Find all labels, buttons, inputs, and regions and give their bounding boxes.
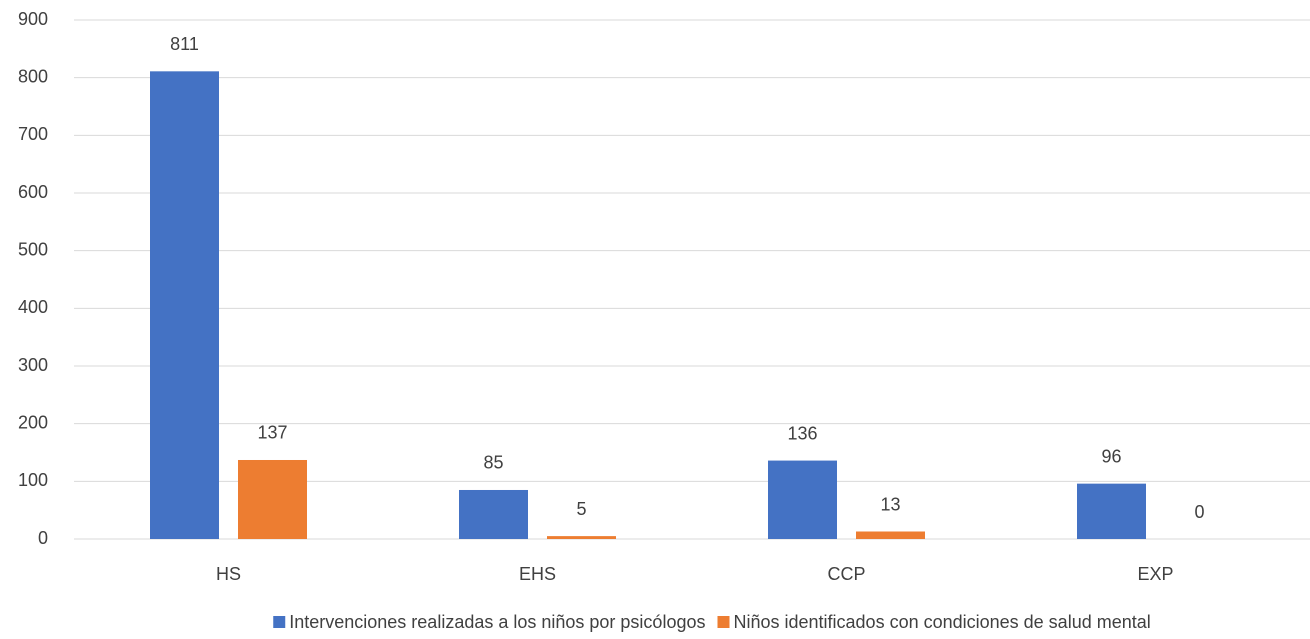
legend-swatch [273, 616, 286, 628]
y-tick-label: 600 [18, 182, 48, 202]
bar [768, 460, 837, 539]
y-tick-label: 400 [18, 297, 48, 317]
y-tick-label: 200 [18, 412, 48, 432]
data-label: 5 [576, 499, 586, 519]
bar [238, 459, 307, 539]
bar [547, 536, 616, 539]
y-tick-label: 100 [18, 470, 48, 490]
data-label: 0 [1194, 502, 1204, 522]
bar [856, 531, 925, 539]
bar [150, 71, 219, 539]
legend-swatch [717, 616, 730, 628]
y-tick-label: 700 [18, 124, 48, 144]
data-label: 13 [880, 494, 900, 514]
x-tick-label: EXP [1137, 564, 1173, 584]
data-label: 85 [483, 453, 503, 473]
x-tick-label: EHS [519, 564, 556, 584]
data-label: 136 [787, 423, 817, 443]
y-tick-label: 900 [18, 9, 48, 29]
data-label: 137 [257, 423, 287, 443]
data-label: 811 [170, 34, 199, 54]
y-tick-label: 800 [18, 66, 48, 86]
bar [459, 489, 528, 539]
bar [1077, 483, 1146, 539]
legend-label: Niños identificados con condiciones de s… [733, 612, 1150, 632]
x-tick-label: HS [216, 564, 241, 584]
data-label: 96 [1101, 446, 1121, 466]
y-tick-label: 0 [38, 528, 48, 548]
y-tick-label: 300 [18, 355, 48, 375]
y-tick-label: 500 [18, 239, 48, 259]
legend-label: Intervenciones realizadas a los niños po… [289, 612, 705, 632]
x-tick-label: CCP [827, 564, 865, 584]
